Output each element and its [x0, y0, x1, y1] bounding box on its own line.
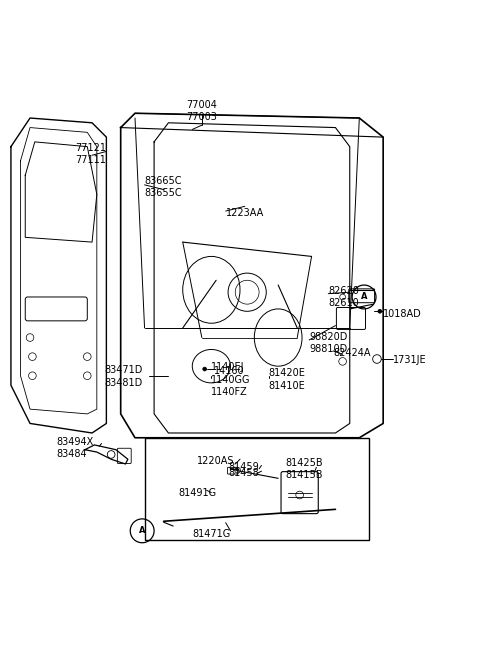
Text: 81471G: 81471G	[192, 529, 230, 539]
Circle shape	[203, 367, 206, 371]
FancyBboxPatch shape	[117, 448, 131, 464]
FancyBboxPatch shape	[144, 438, 369, 541]
Text: 81491G: 81491G	[178, 487, 216, 498]
Text: 14160: 14160	[214, 366, 244, 376]
FancyBboxPatch shape	[228, 467, 238, 474]
Text: 81425B
81415B: 81425B 81415B	[285, 458, 323, 480]
Text: 83471D
83481D: 83471D 83481D	[104, 365, 143, 388]
FancyBboxPatch shape	[281, 472, 318, 514]
Text: 1140EJ
1140GG
1140FZ: 1140EJ 1140GG 1140FZ	[211, 362, 251, 397]
Text: 81420E
81410E: 81420E 81410E	[269, 368, 305, 391]
Circle shape	[378, 310, 382, 313]
FancyBboxPatch shape	[349, 289, 374, 302]
Text: 77004
77003: 77004 77003	[186, 100, 217, 122]
Text: 1220AS: 1220AS	[197, 456, 235, 466]
FancyBboxPatch shape	[25, 297, 87, 321]
Text: 98820D
98810D: 98820D 98810D	[309, 332, 348, 354]
Text: 1731JE: 1731JE	[393, 356, 426, 365]
Circle shape	[339, 358, 347, 365]
Text: 82424A: 82424A	[333, 348, 371, 358]
Text: A: A	[139, 526, 145, 535]
Text: 83494X
83484: 83494X 83484	[56, 437, 94, 459]
Text: 81458: 81458	[228, 468, 259, 478]
Text: 81459: 81459	[228, 462, 259, 472]
Text: A: A	[361, 293, 367, 302]
Text: 82620
82610: 82620 82610	[328, 286, 359, 308]
Text: 77121
77111: 77121 77111	[75, 142, 107, 165]
Text: 1223AA: 1223AA	[226, 209, 264, 218]
FancyBboxPatch shape	[336, 308, 365, 329]
Text: 1018AD: 1018AD	[383, 309, 422, 319]
Text: 83665C
83655C: 83665C 83655C	[144, 176, 182, 198]
